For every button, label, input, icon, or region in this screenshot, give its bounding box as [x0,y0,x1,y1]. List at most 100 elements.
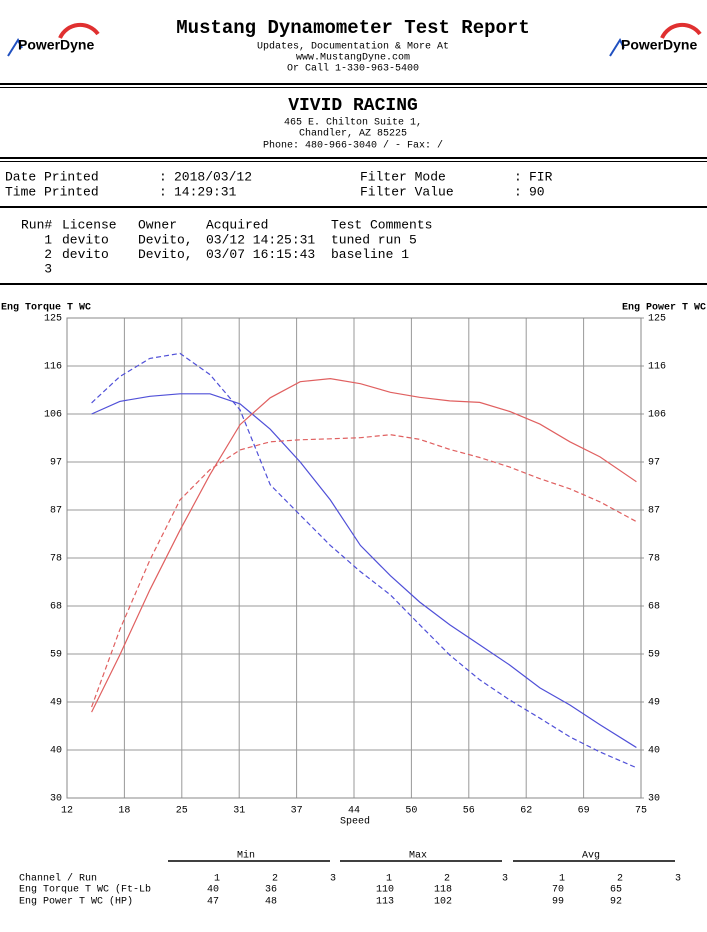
runs-header: Run# [21,217,52,232]
info-value: FIR [529,169,553,184]
x-tick-label: 62 [520,806,532,817]
runs-header: Test Comments [331,217,432,232]
y-tick-label: 78 [50,554,62,565]
y-tick-label: 68 [50,602,62,613]
logo-mark [609,37,625,57]
series-line [91,352,637,769]
logo-text: PowerDyne [18,37,94,53]
logo-right: PowerDyne [609,22,702,57]
summary-group: Max [409,851,427,862]
summary-value: 48 [265,897,277,908]
summary-run: 2 [444,874,450,885]
x-tick-label: 18 [118,806,130,817]
runs-header: License [62,217,117,232]
x-tick-label: 31 [233,806,245,817]
y-tick-label: 59 [50,650,62,661]
run-number: 1 [44,232,52,247]
runs-header: Owner [138,217,177,232]
summary-run: 3 [330,874,336,885]
y-axis-title: Eng Torque T WC [1,303,91,314]
y2-tick-label: 68 [648,602,660,613]
shop-name: VIVID RACING [288,96,418,116]
run-cell: tuned run 5 [331,232,417,247]
summary-value: 70 [552,885,564,896]
summary-value: 92 [610,897,622,908]
x-tick-label: 69 [578,806,590,817]
runs-header: Acquired [206,217,268,232]
info-label: Date Printed [5,169,99,184]
summary-value: 118 [434,885,452,896]
y2-tick-label: 78 [648,554,660,565]
summary-run: 2 [617,874,623,885]
header-line: Updates, Documentation & More At [257,41,449,53]
shop-line: Phone: 480-966-3040 / - Fax: / [263,140,443,152]
summary-run: 2 [272,874,278,885]
y-tick-label: 116 [44,362,62,373]
summary-channel-header: Channel / Run [19,873,97,885]
logo-left: PowerDyne [7,22,100,57]
rule [0,161,707,162]
run-number: 2 [44,247,52,262]
summary-value: 99 [552,897,564,908]
x-tick-label: 12 [61,806,73,817]
series-line [91,434,637,708]
y-tick-label: 125 [44,314,62,325]
plot-frame [66,317,642,799]
run-cell: Devito, [138,247,193,262]
header-line: www.MustangDyne.com [296,53,410,64]
logo-text: PowerDyne [621,37,697,53]
x-axis-title: Speed [340,816,370,828]
run-cell: 03/12 14:25:31 [206,232,315,247]
info-separator: : [159,184,167,199]
run-cell: devito [62,247,109,262]
rule [0,87,707,88]
run-cell: devito [62,232,109,247]
x-tick-label: 37 [291,806,303,817]
summary-value: 65 [610,885,622,896]
y2-tick-label: 116 [648,362,666,373]
info-separator: : [514,169,522,184]
summary-run: 1 [559,874,565,885]
x-tick-label: 75 [635,806,647,817]
x-tick-label: 56 [463,806,475,817]
run-cell: 03/07 16:15:43 [206,247,315,262]
summary-group: Min [237,850,255,862]
summary-value: 102 [434,897,452,908]
summary-run: 1 [214,874,220,885]
x-tick-label: 25 [176,806,188,817]
series-line [91,393,637,749]
summary-channel: Eng Torque T WC (Ft-Lb [19,884,151,896]
header-line: Or Call 1-330-963-5400 [287,63,419,75]
rule [0,283,707,285]
info-label: Filter Value [360,184,454,199]
info-value: 14:29:31 [174,184,237,199]
run-cell: baseline 1 [331,247,409,262]
info-value: 2018/03/12 [174,169,252,184]
rule [0,83,707,85]
y-tick-label: 40 [50,746,62,757]
shop-line: Chandler, AZ 85225 [299,128,407,140]
y-tick-label: 87 [50,506,62,517]
y-tick-label: 106 [44,410,62,421]
shop-line: 465 E. Chilton Suite 1, [284,117,422,129]
y2-tick-label: 59 [648,650,660,661]
run-number: 3 [44,261,52,276]
y-tick-label: 49 [50,698,62,709]
summary-value: 113 [376,897,394,908]
y2-tick-label: 97 [648,458,660,469]
logo-arc [58,22,100,39]
rule [0,206,707,208]
summary-channel: Eng Power T WC (HP) [19,896,133,908]
info-label: Time Printed [5,184,99,199]
y2-tick-label: 40 [648,746,660,757]
logo-arc [660,22,702,39]
y2-tick-label: 30 [648,794,660,805]
series-line [91,377,637,713]
summary-value: 36 [265,885,277,896]
y2-tick-label: 49 [648,698,660,709]
run-cell: Devito, [138,232,193,247]
y2-tick-label: 87 [648,506,660,517]
info-label: Filter Mode [360,169,446,184]
y2-tick-label: 125 [648,314,666,325]
